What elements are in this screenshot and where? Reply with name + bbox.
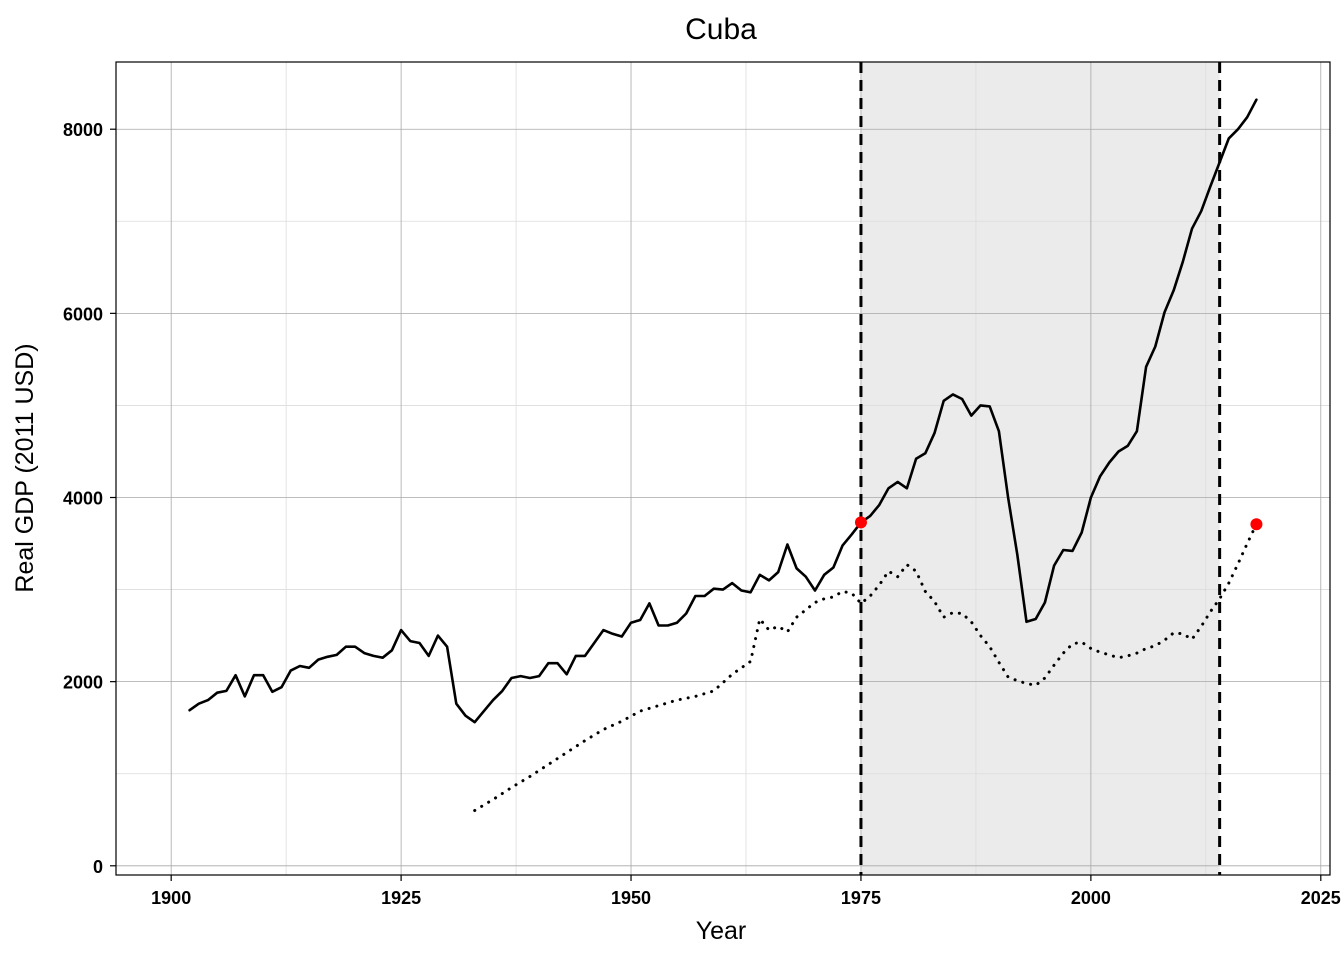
x-tick-label: 1975: [841, 888, 881, 908]
x-tick-label: 1950: [611, 888, 651, 908]
x-tick-label: 1900: [151, 888, 191, 908]
shaded-region: [860, 62, 1220, 875]
x-tick-label: 2000: [1071, 888, 1111, 908]
y-tick-label: 6000: [63, 304, 103, 324]
series-line-solid: [188, 98, 1258, 724]
data-point-marker: [854, 516, 867, 529]
y-tick-label: 4000: [63, 489, 103, 509]
grid-lines: [116, 62, 1330, 875]
shaded-period-rect: [860, 62, 1220, 875]
data-point-marker: [1250, 518, 1263, 531]
series-layer: [188, 98, 1258, 812]
y-tick-label: 0: [93, 857, 103, 877]
plot-frame: [115, 61, 1331, 876]
x-tick-label: 2025: [1301, 888, 1341, 908]
plot-border: [115, 61, 1331, 876]
axis-ticks: 1900 1925 1950 1975 2000 2025 0 2000 4000 6000 800…: [63, 120, 1341, 908]
y-axis-title: Real GDP (2011 USD): [11, 343, 39, 592]
y-tick-label: 2000: [63, 673, 103, 693]
chart-title: Cuba: [685, 13, 757, 46]
x-axis-title: Year: [696, 917, 747, 945]
reference-lines: [859, 62, 1222, 875]
markers-layer: [854, 516, 1263, 531]
series-line-dotted: [473, 522, 1258, 812]
x-tick-label: 1925: [381, 888, 421, 908]
y-tick-label: 8000: [63, 120, 103, 140]
